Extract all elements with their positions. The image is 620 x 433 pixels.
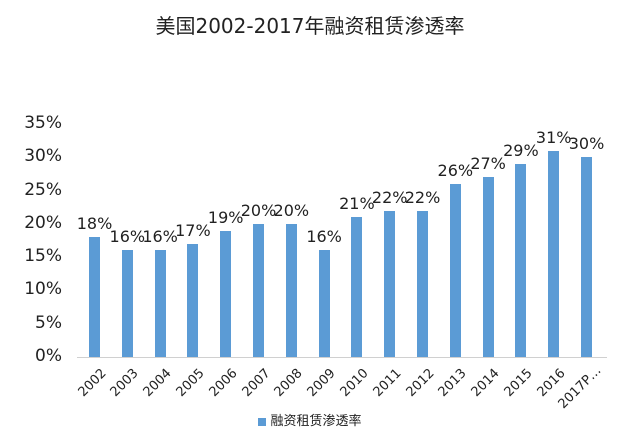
bar <box>351 217 363 357</box>
y-tick-label: 25% <box>24 179 62 200</box>
bar <box>482 177 494 357</box>
data-label: 18% <box>76 214 113 234</box>
bar <box>581 157 592 357</box>
data-label: 26% <box>437 160 474 180</box>
chart-title: 美国2002-2017年融资租赁渗透率 <box>155 14 465 38</box>
data-label: 17% <box>175 220 211 240</box>
data-label: 22% <box>404 187 441 207</box>
data-label: 16% <box>142 227 178 247</box>
data-label: 16% <box>306 227 342 247</box>
bar <box>548 150 560 357</box>
data-label: 29% <box>503 140 539 160</box>
data-label: 16% <box>109 227 146 247</box>
data-label: 20% <box>240 200 277 220</box>
y-tick-label: 15% <box>24 246 62 267</box>
y-tick-label: 20% <box>24 212 62 233</box>
bar <box>89 237 100 357</box>
legend: 融资租赁渗透率 <box>0 410 620 429</box>
bar <box>384 210 396 357</box>
data-label: 20% <box>273 200 310 220</box>
data-label: 21% <box>339 194 375 214</box>
data-label: 22% <box>371 187 408 207</box>
y-tick-label: 30% <box>24 146 62 167</box>
bar <box>515 163 527 357</box>
bar <box>417 210 428 357</box>
y-tick-label: 5% <box>35 312 62 333</box>
bar <box>187 243 199 357</box>
y-tick-label: 35% <box>24 113 62 133</box>
data-label: 27% <box>470 154 506 174</box>
bar <box>285 223 297 357</box>
bar <box>318 250 330 357</box>
data-label: 31% <box>535 127 572 147</box>
y-tick-label: 0% <box>35 346 62 366</box>
bar <box>220 230 232 357</box>
x-axis-line <box>77 357 607 358</box>
legend-swatch-icon <box>258 417 267 426</box>
bar <box>253 223 264 357</box>
bar <box>449 183 461 357</box>
data-label: 19% <box>207 207 244 227</box>
bar <box>154 250 166 357</box>
legend-label: 融资租赁渗透率 <box>270 414 362 429</box>
data-label: 30% <box>568 134 605 154</box>
bar <box>121 250 133 357</box>
y-tick-label: 10% <box>24 279 62 300</box>
